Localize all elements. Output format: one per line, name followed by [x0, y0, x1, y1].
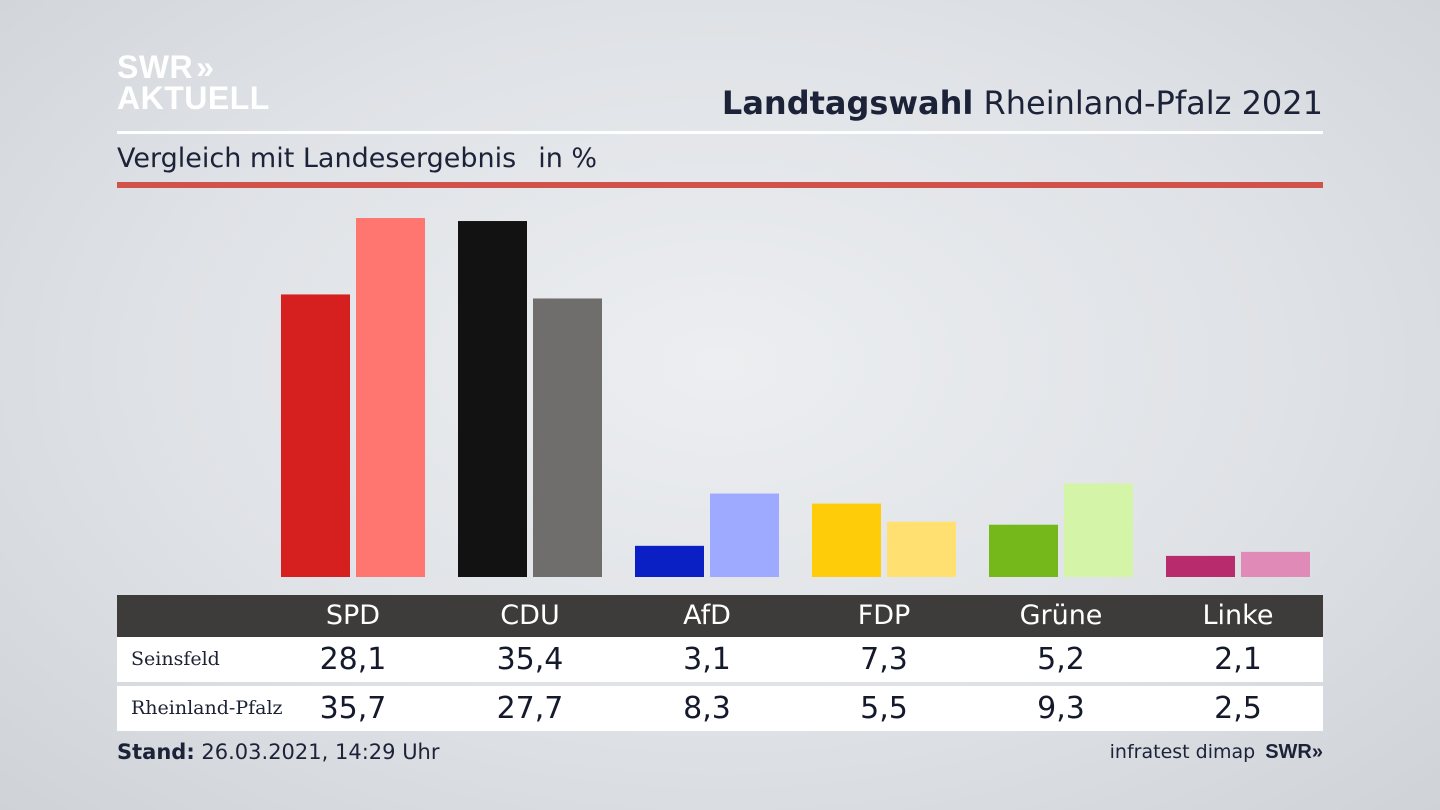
- source-text: infratest dimap: [1109, 741, 1256, 763]
- results-table: SPD CDU AfD FDP Grüne Linke Seinsfeld 28,1 35,…: [117, 595, 1323, 731]
- value-cell: 2,5: [1214, 691, 1262, 726]
- bar-linke-state: [1241, 551, 1310, 577]
- value-cell: 5,2: [1037, 642, 1085, 677]
- column-header: AfD: [683, 600, 731, 631]
- column-header: CDU: [500, 600, 560, 631]
- chart-subtitle: Vergleich mit Landesergebnis in %: [117, 143, 597, 174]
- bar-fdp-state: [887, 521, 956, 577]
- bar-cdu-state: [533, 298, 602, 577]
- swr-logo: SWR»: [1265, 741, 1323, 763]
- logo-aktuell-text: AKTUELL: [117, 80, 270, 116]
- column-header: FDP: [857, 600, 911, 631]
- timestamp: Stand: 26.03.2021, 14:29 Uhr: [117, 740, 440, 764]
- table-header-row: SPD CDU AfD FDP Grüne Linke: [117, 595, 1323, 637]
- value-cell: 35,7: [319, 691, 387, 726]
- table-row: Rheinland-Pfalz 35,7 27,7 8,3 5,5 9,3 2,5: [117, 686, 1323, 731]
- value-cell: 5,5: [860, 691, 908, 726]
- bar-chart: [281, 218, 1310, 578]
- unit-label: in %: [538, 143, 598, 174]
- subtitle-text: Vergleich mit Landesergebnis: [117, 143, 517, 174]
- table-row: Seinsfeld 28,1 35,4 3,1 7,3 5,2 2,1: [117, 637, 1323, 682]
- column-header: SPD: [325, 600, 381, 631]
- column-header: Grüne: [1019, 600, 1103, 631]
- bar-cdu-local: [458, 221, 527, 578]
- value-cell: 35,4: [496, 642, 564, 677]
- swr-aktuell-logo: SWR» AKTUELL: [117, 49, 270, 116]
- value-cell: 28,1: [319, 642, 387, 677]
- value-cell: 2,1: [1214, 642, 1262, 677]
- row-label: Rheinland-Pfalz: [131, 697, 283, 719]
- bar-fdp-local: [812, 503, 881, 577]
- bar-afd-local: [635, 545, 704, 577]
- bar-linke-local: [1166, 555, 1235, 577]
- value-cell: 8,3: [683, 691, 731, 726]
- accent-divider: [117, 182, 1323, 188]
- source-credit: infratest dimap SWR»: [1110, 741, 1323, 764]
- stand-value: 26.03.2021, 14:29 Uhr: [201, 740, 440, 764]
- bar-spd-local: [281, 294, 350, 577]
- row-label: Seinsfeld: [131, 648, 220, 670]
- stand-label: Stand:: [117, 740, 195, 764]
- header-divider: [117, 131, 1323, 134]
- title-bold: Landtagswahl: [721, 84, 974, 122]
- bar-grüne-local: [989, 524, 1058, 577]
- title-rest: Rheinland-Pfalz 2021: [983, 84, 1323, 122]
- value-cell: 9,3: [1037, 691, 1085, 726]
- page-title: Landtagswahl Rheinland-Pfalz 2021: [722, 84, 1323, 122]
- bar-grüne-state: [1064, 483, 1133, 577]
- logo-swr-text: SWR: [117, 49, 194, 85]
- bar-spd-state: [356, 218, 425, 577]
- value-cell: 27,7: [496, 691, 564, 726]
- column-header: Linke: [1202, 600, 1274, 631]
- bar-afd-state: [710, 493, 779, 577]
- value-cell: 7,3: [860, 642, 908, 677]
- value-cell: 3,1: [683, 642, 731, 677]
